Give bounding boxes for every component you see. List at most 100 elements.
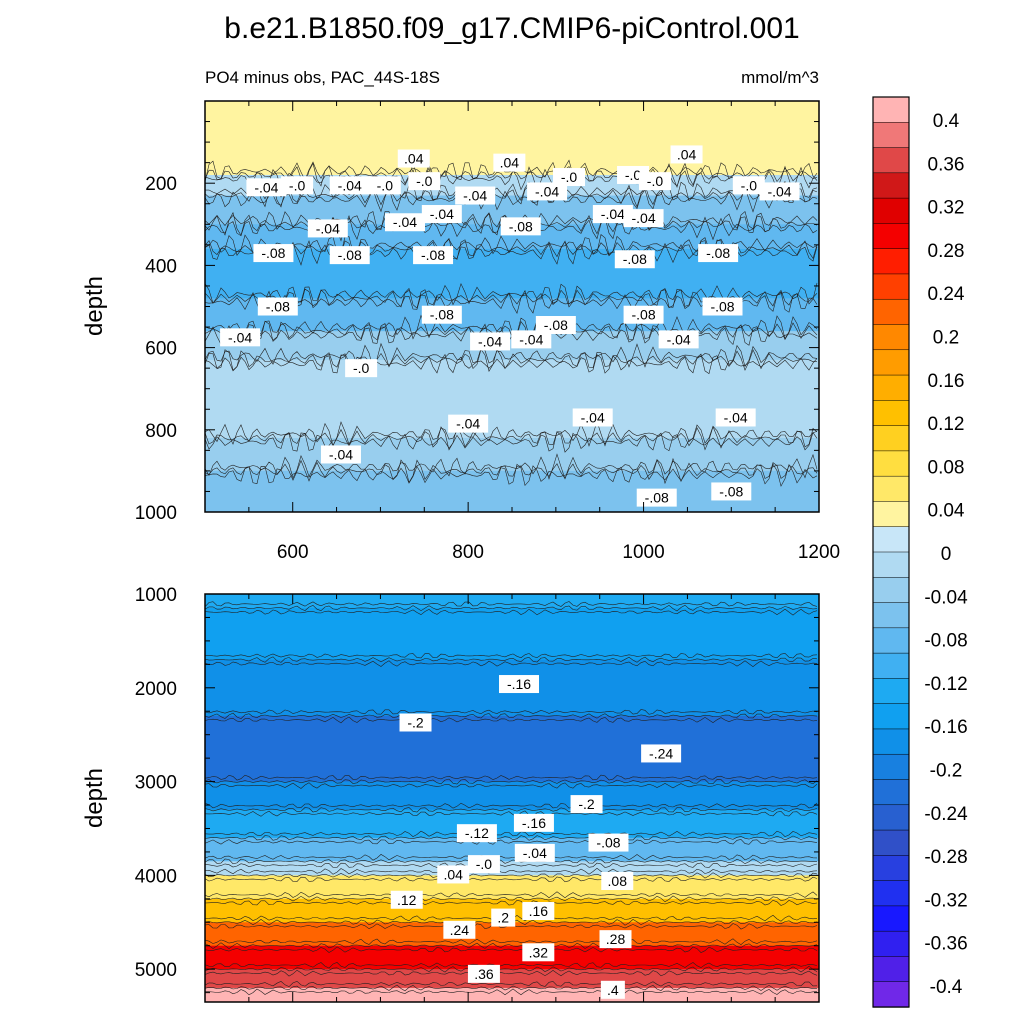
- contour-label: .12: [390, 890, 423, 909]
- contour-line: [205, 453, 818, 480]
- colorbar-label: 0.16: [928, 371, 965, 392]
- colorbar-label: 0.08: [928, 457, 965, 478]
- contour-line: [205, 287, 818, 309]
- contour-line: [205, 854, 818, 861]
- contour-line: [205, 425, 818, 451]
- top-panel-contours: [205, 159, 818, 487]
- contour-line: [205, 899, 818, 906]
- contour-line: [205, 830, 818, 837]
- contour-line: [205, 802, 818, 809]
- contour-label-text: -.2: [407, 714, 424, 730]
- contour-label: .04: [493, 153, 526, 172]
- colorbar-label: 0.2: [933, 328, 959, 349]
- contour-line: [205, 969, 818, 977]
- contour-label: .36: [467, 964, 500, 983]
- contour-label-text: .28: [606, 931, 626, 947]
- contour-label-bg: [535, 315, 576, 334]
- contour-label-text: .36: [474, 966, 494, 982]
- contour-label-bg: [511, 330, 552, 349]
- contour-line: [205, 186, 818, 213]
- y-tick-label: 3000: [135, 773, 177, 794]
- colorbar-swatch: [872, 96, 910, 123]
- contour-line: [205, 457, 818, 485]
- contour-label-text: -.08: [509, 218, 533, 234]
- contour-label: -.04: [384, 213, 425, 232]
- y-tick-label: 5000: [135, 960, 177, 981]
- contour-label-bg: [641, 744, 682, 763]
- contour-label-bg: [390, 890, 423, 909]
- contour-line: [205, 965, 818, 973]
- contour-label-bg: [413, 246, 454, 265]
- contour-label-text: -.04: [430, 206, 454, 222]
- colorbar-swatch: [872, 627, 910, 654]
- contour-label-bg: [397, 149, 430, 168]
- contour-line: [205, 895, 818, 903]
- x-tick-label: 1000: [622, 542, 664, 563]
- contour-label-text: -.08: [261, 245, 285, 261]
- contour-label: -.04: [470, 332, 511, 351]
- colorbar-swatch: [872, 248, 910, 275]
- contour-label-bg: [368, 176, 401, 195]
- contour-band: [205, 837, 819, 862]
- contour-label: -.04: [511, 330, 552, 349]
- top-y-axis: 200 400 600 800 1000: [135, 100, 819, 524]
- contour-label: -.04: [623, 209, 664, 228]
- contour-label-bg: [467, 855, 500, 874]
- contour-label: -.0: [467, 855, 500, 874]
- colorbar-frame: [872, 96, 910, 1008]
- contour-label-text: -.04: [463, 188, 487, 204]
- colorbar-swatch: [872, 880, 910, 907]
- contour-label-text: .24: [450, 922, 470, 938]
- colorbar-label: -0.04: [924, 587, 968, 608]
- contour-label-text: -.0: [561, 169, 578, 185]
- contour-label-bg: [599, 930, 632, 949]
- contour-label-text: -.08: [544, 317, 568, 333]
- contour-line: [205, 988, 818, 996]
- contour-line: [205, 660, 818, 667]
- bottom-y-axis: 1000 2000 3000 4000 5000: [135, 585, 819, 994]
- contour-line: [205, 323, 818, 347]
- contour-line: [205, 938, 818, 945]
- colorbar-label: -0.16: [924, 717, 967, 738]
- chart-title: b.e21.B1850.f09_g17.CMIP6-piControl.001: [224, 12, 799, 45]
- contour-line: [205, 782, 818, 789]
- contour-label-bg: [408, 172, 441, 191]
- colorbar-swatch: [872, 197, 910, 225]
- contour-label: .32: [522, 943, 555, 962]
- contour-line: [205, 867, 818, 875]
- contour-line: [205, 891, 818, 899]
- contour-band: [205, 608, 819, 661]
- contour-label-text: -.24: [649, 745, 673, 761]
- contour-line: [205, 348, 818, 372]
- contour-label: -.04: [320, 445, 361, 464]
- contour-line: [205, 709, 818, 715]
- contour-label-text: -.0: [377, 177, 394, 193]
- contour-label-bg: [588, 833, 629, 852]
- colorbar-swatch: [872, 551, 910, 578]
- contour-label-bg: [320, 445, 361, 464]
- contour-label: -.08: [623, 305, 664, 324]
- contour-label: -.2: [399, 713, 432, 732]
- contour-label-bg: [698, 244, 739, 263]
- contour-label-text: -.04: [601, 206, 625, 222]
- contour-label-bg: [732, 176, 765, 195]
- contour-label-bg: [329, 246, 370, 265]
- contour-line: [205, 810, 818, 817]
- contour-label-text: .04: [677, 146, 697, 162]
- contour-label-text: -.04: [456, 416, 480, 432]
- x-tick-label: 1200: [798, 542, 840, 563]
- colorbar-swatch: [872, 400, 910, 427]
- contour-label-bg: [759, 182, 800, 201]
- colorbar-swatches: [872, 96, 910, 1008]
- bottom-y-axis-label: depth: [81, 768, 108, 828]
- contour-label: .2: [491, 908, 516, 927]
- bottom-x-axis: [204, 594, 820, 1002]
- contour-label-text: -.08: [719, 483, 743, 499]
- contour-label: -.04: [527, 182, 568, 201]
- contour-label: -.0: [281, 176, 314, 195]
- subtitle-variable: PO4 minus obs, PAC_44S-18S: [205, 68, 440, 87]
- contour-label-bg: [522, 943, 555, 962]
- colorbar-swatch: [872, 425, 910, 452]
- contour-line: [205, 962, 818, 969]
- contour-line: [205, 942, 818, 949]
